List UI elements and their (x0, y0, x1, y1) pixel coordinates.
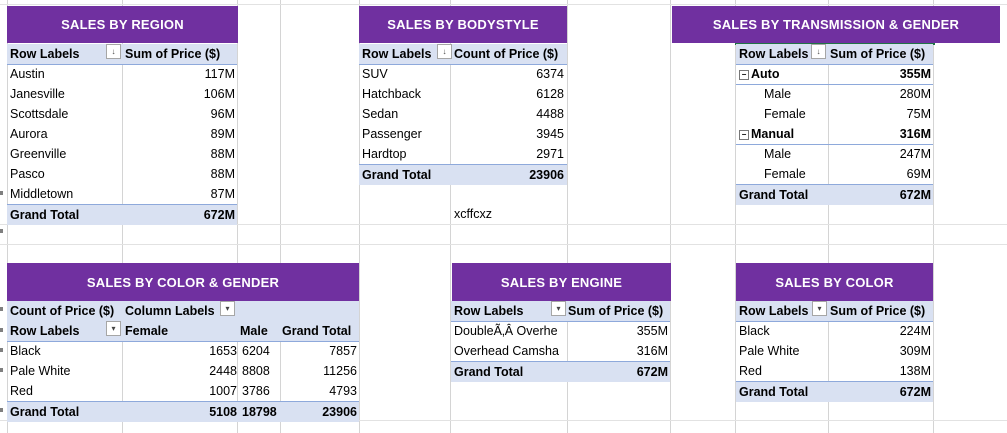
bodystyle-row[interactable]: Hardtop 2971 (362, 147, 564, 161)
group-marker (0, 328, 3, 332)
transmission-row-labels-header[interactable]: Row Labels (739, 47, 809, 61)
bodystyle-header-row: Row Labels ↓ Count of Price ($) (359, 44, 567, 65)
color-row[interactable]: Pale White 309M (739, 344, 931, 358)
transmission-child-row[interactable]: Male 247M (764, 147, 931, 161)
engine-title: SALES BY ENGINE (452, 263, 671, 301)
region-row[interactable]: Janesville 106M (10, 87, 235, 101)
region-row[interactable]: Pasco 88M (10, 167, 235, 181)
color-gender-header-row: Row Labels ▾ Female Male Grand Total (7, 321, 359, 342)
bodystyle-row-labels-header[interactable]: Row Labels (362, 47, 432, 61)
collapse-minus-icon[interactable]: − (739, 129, 749, 140)
region-value-header[interactable]: Sum of Price ($) (125, 47, 221, 61)
filter-dropdown-icon[interactable]: ▾ (106, 321, 121, 336)
color-gender-title: SALES BY COLOR & GENDER (7, 263, 359, 301)
region-row[interactable]: Greenville 88M (10, 147, 235, 161)
color-header-row: Row Labels ▾ Sum of Price ($) (736, 301, 933, 322)
transmission-child-row[interactable]: Male 280M (764, 87, 931, 101)
bodystyle-total-row[interactable]: Grand Total 23906 (359, 164, 567, 185)
color-row[interactable]: Black 224M (739, 324, 931, 338)
group-marker (0, 408, 3, 412)
transmission-pivot: Row Labels ↓ Sum of Price ($) − Auto 355M… (736, 44, 933, 205)
region-title: SALES BY REGION (7, 6, 238, 43)
transmission-value-header[interactable]: Sum of Price ($) (830, 47, 926, 61)
transmission-total-row[interactable]: Grand Total 672M (736, 184, 933, 205)
group-marker (0, 307, 3, 311)
region-header-row: Row Labels ↓ Sum of Price ($) (7, 44, 237, 65)
bodystyle-row[interactable]: SUV 6374 (362, 67, 564, 81)
collapse-minus-icon[interactable]: − (739, 69, 749, 80)
group-marker (0, 229, 3, 233)
engine-pivot: Row Labels ▾ Sum of Price ($) DoubleÃ‚Â … (451, 301, 670, 382)
region-row[interactable]: Scottsdale 96M (10, 107, 235, 121)
bodystyle-row[interactable]: Passenger 3945 (362, 127, 564, 141)
color-gender-row[interactable]: Pale White 2448 8808 11256 (10, 364, 357, 378)
sort-descending-icon[interactable]: ↓ (437, 44, 452, 59)
region-row[interactable]: Austin 117M (10, 67, 235, 81)
color-total-row[interactable]: Grand Total 672M (736, 381, 933, 402)
group-marker (0, 348, 3, 352)
color-gender-row[interactable]: Black 1653 6204 7857 (10, 344, 357, 358)
sort-descending-icon[interactable]: ↓ (811, 44, 826, 59)
filter-dropdown-icon[interactable]: ▾ (551, 301, 566, 316)
color-gender-pivot: Count of Price ($) Column Labels ▾ Row L… (7, 301, 359, 422)
color-gender-total-row[interactable]: Grand Total 5108 18798 23906 (7, 401, 359, 422)
stray-cell[interactable]: xcffcxz (454, 207, 492, 221)
bodystyle-value-header[interactable]: Count of Price ($) (454, 47, 559, 61)
transmission-child-row[interactable]: Female 69M (764, 167, 931, 181)
region-row-labels-header[interactable]: Row Labels (10, 47, 80, 61)
engine-row[interactable]: DoubleÃ‚Â Overhe 355M (454, 324, 668, 338)
engine-row[interactable]: Overhead Camsha 316M (454, 344, 668, 358)
color-title: SALES BY COLOR (736, 263, 933, 301)
transmission-header-row: Row Labels ↓ Sum of Price ($) (736, 44, 933, 65)
sort-descending-icon[interactable]: ↓ (106, 44, 121, 59)
region-total-row[interactable]: Grand Total 672M (7, 204, 237, 225)
engine-total-row[interactable]: Grand Total 672M (451, 361, 670, 382)
transmission-group-row[interactable]: − Auto 355M (736, 64, 933, 85)
filter-dropdown-icon[interactable]: ▾ (220, 301, 235, 316)
transmission-child-row[interactable]: Female 75M (764, 107, 931, 121)
group-marker (0, 191, 3, 195)
transmission-title: SALES BY TRANSMISSION & GENDER (672, 6, 1000, 43)
region-row[interactable]: Aurora 89M (10, 127, 235, 141)
bodystyle-row[interactable]: Hatchback 6128 (362, 87, 564, 101)
bodystyle-pivot: Row Labels ↓ Count of Price ($) SUV 6374 … (359, 44, 567, 185)
transmission-group-row[interactable]: − Manual 316M (736, 124, 933, 145)
bodystyle-row[interactable]: Sedan 4488 (362, 107, 564, 121)
group-marker (0, 368, 3, 372)
region-pivot: Row Labels ↓ Sum of Price ($) Austin 117M… (7, 44, 237, 225)
color-pivot: Row Labels ▾ Sum of Price ($) Black 224M … (736, 301, 933, 402)
engine-header-row: Row Labels ▾ Sum of Price ($) (451, 301, 670, 322)
filter-dropdown-icon[interactable]: ▾ (812, 301, 827, 316)
bodystyle-title: SALES BY BODYSTYLE (359, 6, 567, 43)
color-gender-row[interactable]: Red 1007 3786 4793 (10, 384, 357, 398)
color-gender-top-header: Count of Price ($) Column Labels ▾ (7, 301, 359, 321)
region-row[interactable]: Middletown 87M (10, 187, 235, 201)
color-row[interactable]: Red 138M (739, 364, 931, 378)
